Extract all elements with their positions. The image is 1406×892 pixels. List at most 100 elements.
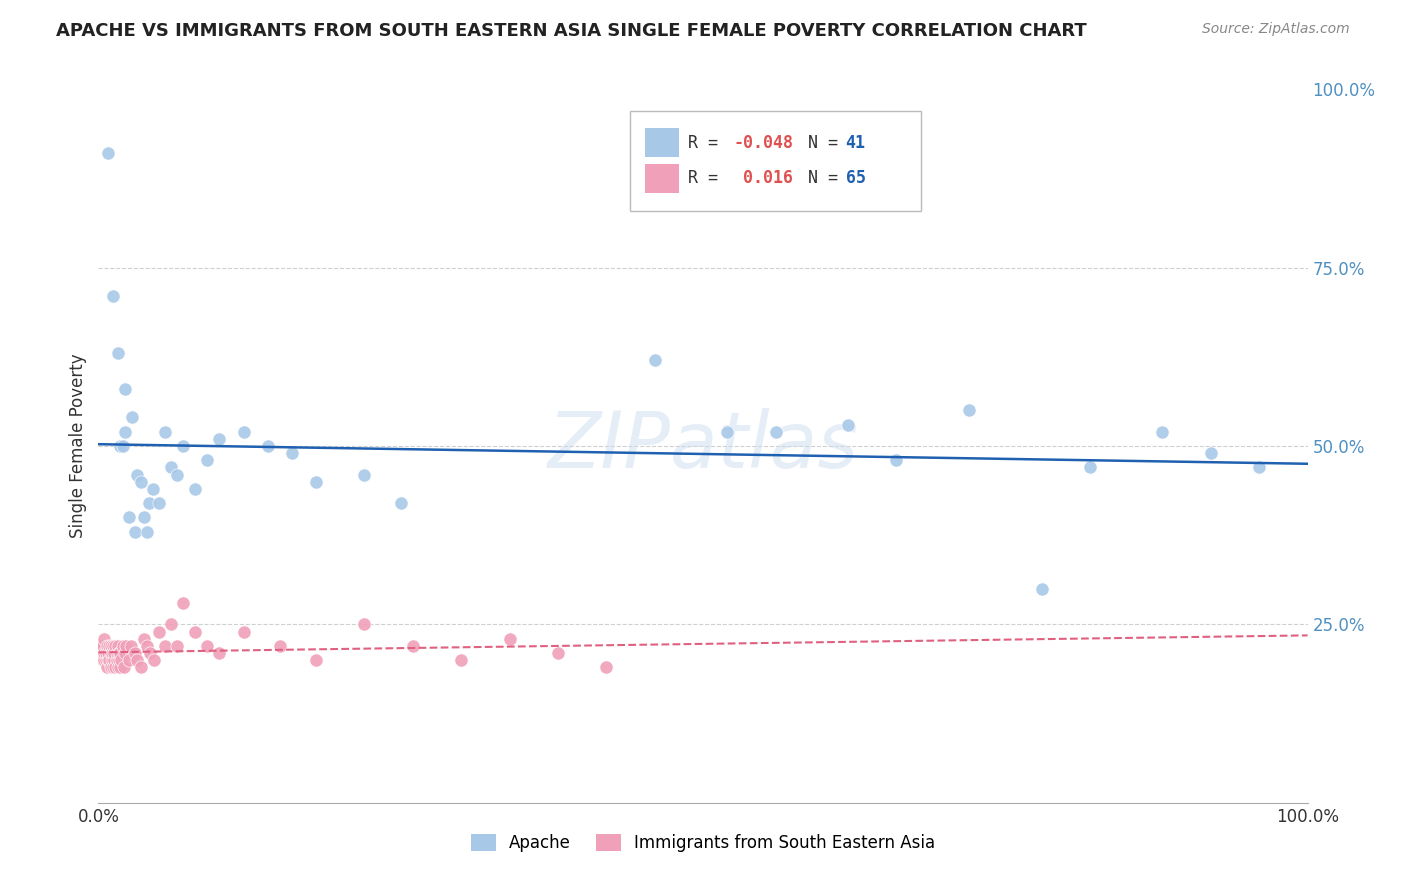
Point (138, 496, 160, 510)
Point (90, 639, 112, 653)
Point (716, 425, 738, 439)
Point (100, 646, 122, 660)
Point (108, 439, 131, 453)
Point (166, 639, 188, 653)
Point (111, 639, 134, 653)
Point (103, 653, 125, 667)
Point (97, 146, 120, 161)
Text: N =: N = (787, 169, 848, 187)
Point (281, 446, 304, 460)
Point (837, 417, 859, 432)
Point (103, 646, 125, 660)
Point (208, 432, 231, 446)
Point (256, 439, 278, 453)
Text: 65: 65 (845, 169, 866, 187)
Point (105, 653, 128, 667)
Point (107, 660, 129, 674)
Text: R =: R = (689, 134, 728, 152)
Point (93, 653, 115, 667)
Point (100, 639, 122, 653)
Point (143, 653, 166, 667)
Point (114, 382, 136, 396)
Point (118, 653, 141, 667)
Point (91, 646, 114, 660)
Point (644, 353, 666, 368)
Point (94, 653, 117, 667)
Point (1031, 582, 1053, 596)
Point (96, 639, 118, 653)
Legend: Apache, Immigrants from South Eastern Asia: Apache, Immigrants from South Eastern As… (464, 827, 942, 859)
Point (94, 646, 117, 660)
Point (148, 624, 170, 639)
Point (108, 646, 131, 660)
Point (1199, 446, 1222, 460)
Point (1078, 460, 1101, 475)
Text: 0.016: 0.016 (734, 169, 793, 187)
Point (121, 410, 143, 425)
Point (120, 639, 142, 653)
Point (232, 624, 254, 639)
Point (353, 617, 375, 632)
Point (135, 524, 157, 539)
Point (450, 653, 472, 667)
Point (124, 646, 146, 660)
Point (208, 646, 231, 660)
Point (111, 439, 134, 453)
Point (98, 653, 121, 667)
Point (108, 646, 131, 660)
Point (195, 453, 218, 467)
Point (305, 475, 328, 489)
Point (547, 646, 569, 660)
Point (108, 653, 131, 667)
Point (172, 596, 194, 610)
Point (100, 660, 122, 674)
Point (101, 289, 124, 303)
Point (160, 617, 183, 632)
Point (107, 346, 129, 360)
Point (101, 639, 124, 653)
Point (101, 660, 124, 674)
Point (269, 639, 291, 653)
Point (114, 646, 136, 660)
Point (1152, 425, 1174, 439)
Point (305, 653, 328, 667)
Point (100, 646, 122, 660)
Text: Source: ZipAtlas.com: Source: ZipAtlas.com (1202, 22, 1350, 37)
Point (105, 646, 128, 660)
Point (104, 639, 127, 653)
Point (114, 425, 136, 439)
Point (139, 646, 162, 660)
Point (112, 660, 135, 674)
Y-axis label: Single Female Poverty: Single Female Poverty (69, 354, 87, 538)
FancyBboxPatch shape (645, 128, 679, 157)
Point (91, 653, 114, 667)
Point (195, 639, 218, 653)
FancyBboxPatch shape (645, 164, 679, 193)
Point (402, 639, 425, 653)
Point (100, 653, 122, 667)
Point (765, 425, 787, 439)
Point (118, 510, 141, 524)
Point (184, 482, 207, 496)
Point (172, 439, 194, 453)
Text: -0.048: -0.048 (734, 134, 793, 152)
Point (595, 660, 617, 674)
Text: N =: N = (787, 134, 848, 152)
Point (104, 660, 127, 674)
Point (124, 524, 146, 539)
Point (153, 639, 176, 653)
Point (97, 653, 120, 667)
Point (134, 510, 156, 524)
Point (93, 646, 115, 660)
Point (91, 639, 114, 653)
Point (1249, 460, 1271, 475)
Point (498, 632, 520, 646)
Point (108, 660, 131, 674)
Point (98, 639, 121, 653)
Point (957, 403, 980, 417)
Point (142, 482, 165, 496)
Point (134, 632, 156, 646)
Point (153, 425, 176, 439)
Point (97, 646, 120, 660)
Point (127, 467, 149, 482)
